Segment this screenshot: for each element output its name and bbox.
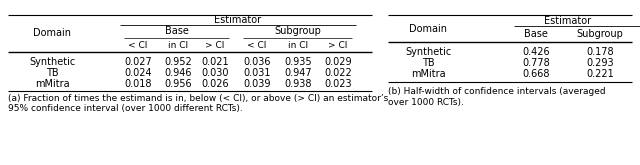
Text: 0.023: 0.023 — [324, 79, 352, 89]
Text: (b) Half-width of confidence intervals (averaged: (b) Half-width of confidence intervals (… — [388, 87, 605, 97]
Text: 0.029: 0.029 — [324, 57, 352, 67]
Text: > CI: > CI — [328, 40, 348, 50]
Text: in CI: in CI — [168, 40, 188, 50]
Text: < CI: < CI — [247, 40, 267, 50]
Text: Domain: Domain — [409, 23, 447, 33]
Text: 0.946: 0.946 — [164, 68, 192, 78]
Text: mMitra: mMitra — [35, 79, 69, 89]
Text: 0.293: 0.293 — [586, 58, 614, 68]
Text: TB: TB — [422, 58, 435, 68]
Text: over 1000 RCTs).: over 1000 RCTs). — [388, 98, 464, 106]
Text: 0.036: 0.036 — [243, 57, 271, 67]
Text: TB: TB — [45, 68, 58, 78]
Text: 0.956: 0.956 — [164, 79, 192, 89]
Text: Estimator: Estimator — [545, 16, 591, 26]
Text: 0.018: 0.018 — [124, 79, 152, 89]
Text: Domain: Domain — [33, 29, 71, 38]
Text: 0.031: 0.031 — [243, 68, 271, 78]
Text: (a) Fraction of times the estimand is in, below (< CI), or above (> CI) an estim: (a) Fraction of times the estimand is in… — [8, 95, 388, 103]
Text: Base: Base — [164, 27, 188, 36]
Text: Estimator: Estimator — [214, 15, 262, 25]
Text: Synthetic: Synthetic — [29, 57, 75, 67]
Text: 0.221: 0.221 — [586, 69, 614, 79]
Text: 0.030: 0.030 — [201, 68, 228, 78]
Text: 0.021: 0.021 — [201, 57, 229, 67]
Text: Subgroup: Subgroup — [577, 29, 623, 39]
Text: 0.027: 0.027 — [124, 57, 152, 67]
Text: < CI: < CI — [128, 40, 148, 50]
Text: 95% confidence interval (over 1000 different RCTs).: 95% confidence interval (over 1000 diffe… — [8, 103, 243, 113]
Text: 0.778: 0.778 — [522, 58, 550, 68]
Text: Subgroup: Subgroup — [274, 27, 321, 36]
Text: 0.938: 0.938 — [284, 79, 312, 89]
Text: 0.668: 0.668 — [522, 69, 550, 79]
Text: 0.026: 0.026 — [201, 79, 229, 89]
Text: 0.935: 0.935 — [284, 57, 312, 67]
Text: Synthetic: Synthetic — [405, 47, 451, 57]
Text: 0.024: 0.024 — [124, 68, 152, 78]
Text: 0.952: 0.952 — [164, 57, 192, 67]
Text: 0.178: 0.178 — [586, 47, 614, 57]
Text: 0.426: 0.426 — [522, 47, 550, 57]
Text: 0.039: 0.039 — [243, 79, 271, 89]
Text: > CI: > CI — [205, 40, 225, 50]
Text: Base: Base — [524, 29, 548, 39]
Text: mMitra: mMitra — [411, 69, 445, 79]
Text: 0.947: 0.947 — [284, 68, 312, 78]
Text: in CI: in CI — [288, 40, 308, 50]
Text: 0.022: 0.022 — [324, 68, 352, 78]
